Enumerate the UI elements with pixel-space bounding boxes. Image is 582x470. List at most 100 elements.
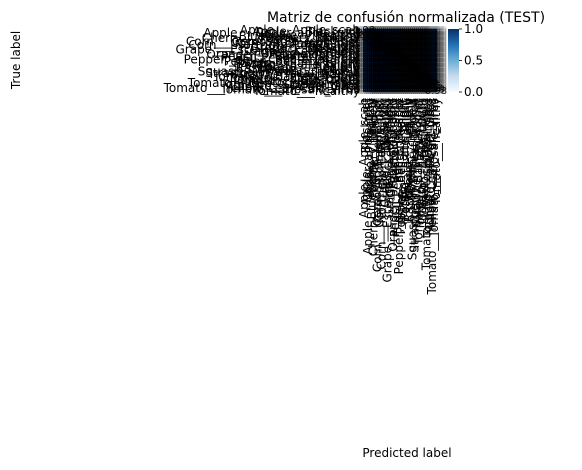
matrix-cell <box>386 60 389 63</box>
cell-value-label: 0.00 <box>361 26 383 37</box>
cell-value-label: 0.00 <box>374 33 396 44</box>
cell-value-label: 0.96 <box>370 40 392 51</box>
cell-value-label: 0.00 <box>419 35 441 46</box>
cell-value-label: 0.00 <box>403 25 425 36</box>
matrix-cell <box>374 32 377 35</box>
matrix-cell <box>407 65 410 68</box>
matrix-cell <box>380 62 383 64</box>
cell-value-label: 0.00 <box>405 40 427 51</box>
matrix-cell <box>400 68 402 71</box>
cell-value-label: 0.00 <box>396 40 418 51</box>
matrix-cell <box>403 55 406 58</box>
matrix-cell <box>396 45 399 48</box>
matrix-cell <box>429 73 432 76</box>
matrix-cell <box>363 48 365 51</box>
matrix-cell <box>431 72 434 74</box>
matrix-cell-diagonal <box>380 43 383 46</box>
cell-value-label: 0.00 <box>423 35 445 46</box>
matrix-cell <box>363 30 365 33</box>
matrix-cell <box>374 45 377 48</box>
cell-value-label: 0.00 <box>413 46 435 57</box>
matrix-cell <box>433 82 436 84</box>
cell-value-label: 0.00 <box>382 46 404 57</box>
matrix-cell <box>374 47 377 49</box>
cell-value-label: 0.00 <box>384 46 406 57</box>
matrix-cell <box>394 73 397 76</box>
matrix-cell <box>370 45 373 48</box>
matrix-cell <box>368 85 371 88</box>
matrix-cell <box>427 53 430 56</box>
matrix-cell <box>421 48 424 51</box>
cell-value-label: 0.00 <box>378 25 400 36</box>
matrix-cell <box>384 30 387 33</box>
matrix-cell <box>370 37 373 39</box>
matrix-cell-diagonal <box>363 29 365 31</box>
matrix-cell <box>401 90 404 93</box>
matrix-cell <box>405 58 408 61</box>
matrix-cell <box>398 80 401 83</box>
cell-value-label: 0.00 <box>400 41 422 52</box>
cell-value-label: 0.00 <box>357 41 379 52</box>
cell-value-label: 0.00 <box>365 30 387 41</box>
matrix-cell <box>429 30 432 33</box>
matrix-cell <box>407 77 410 79</box>
matrix-cell <box>380 80 383 83</box>
matrix-cell <box>378 53 381 56</box>
matrix-cell <box>415 43 418 46</box>
matrix-cell <box>403 40 406 43</box>
cell-value-label: 0.00 <box>374 45 396 56</box>
matrix-cell-diagonal <box>388 50 391 53</box>
cell-value-label: 0.00 <box>398 33 420 44</box>
matrix-cell <box>411 72 414 74</box>
matrix-cell <box>363 82 365 84</box>
matrix-cell <box>417 52 420 54</box>
matrix-cell <box>386 63 389 66</box>
matrix-cell <box>401 33 404 36</box>
matrix-cell <box>386 65 389 68</box>
matrix-cell <box>396 87 399 89</box>
cell-value-label: 0.00 <box>370 35 392 46</box>
matrix-cell <box>419 35 422 38</box>
matrix-cell <box>398 37 401 39</box>
matrix-cell <box>429 57 432 59</box>
matrix-cell <box>417 72 420 74</box>
matrix-cell <box>419 80 422 83</box>
matrix-cell <box>400 38 402 41</box>
cell-value-label: 0.00 <box>355 28 377 39</box>
matrix-cell <box>366 45 369 48</box>
matrix-cell <box>419 53 422 56</box>
cell-value-label: 0.00 <box>413 45 435 56</box>
matrix-cell <box>390 57 393 59</box>
cell-value-label: 0.00 <box>380 25 402 36</box>
matrix-cell <box>427 43 430 46</box>
matrix-cell <box>415 65 418 68</box>
cell-value-label: 0.00 <box>376 43 398 54</box>
matrix-cell <box>396 62 399 64</box>
matrix-cell <box>429 45 432 48</box>
cell-value-label: 0.00 <box>386 46 408 57</box>
matrix-cell <box>382 35 385 38</box>
cell-value-label: 0.00 <box>394 43 416 54</box>
matrix-cell <box>390 88 393 91</box>
matrix-cell <box>401 80 404 83</box>
matrix-cell <box>419 88 422 91</box>
matrix-cell <box>382 83 385 86</box>
matrix-cell <box>419 30 422 33</box>
matrix-cell <box>411 83 414 86</box>
matrix-cell <box>376 33 379 36</box>
matrix-cell <box>384 90 387 93</box>
matrix-cell <box>374 67 377 69</box>
matrix-cell <box>419 60 422 63</box>
matrix-cell <box>427 68 430 71</box>
cell-value-label: 0.00 <box>363 25 385 36</box>
matrix-cell <box>421 40 424 43</box>
matrix-cell <box>392 52 395 54</box>
matrix-cell <box>407 87 410 89</box>
cell-value-label: 0.00 <box>396 28 418 39</box>
matrix-cell <box>386 77 389 79</box>
matrix-cell <box>435 32 438 35</box>
matrix-cell <box>421 90 424 93</box>
matrix-cell <box>405 83 408 86</box>
cell-value-label: 0.00 <box>376 46 398 57</box>
cell-value-label: 0.00 <box>372 40 394 51</box>
